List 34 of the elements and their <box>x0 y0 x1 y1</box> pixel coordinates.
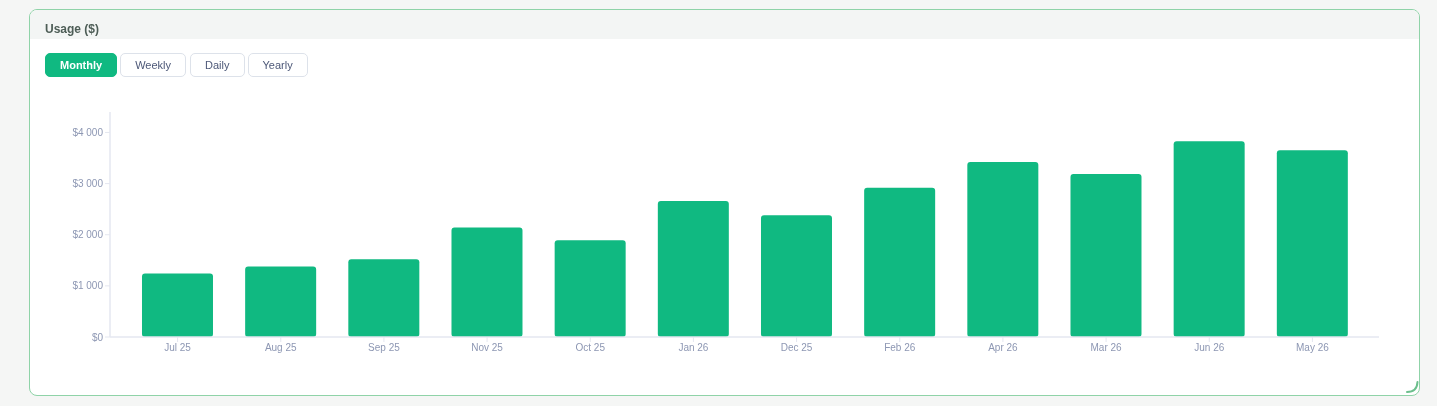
bar <box>1276 150 1348 337</box>
y-tick-label: $0 <box>91 331 104 343</box>
bar <box>1070 173 1142 337</box>
text: Weekly <box>120 53 187 77</box>
y-tick-label: $3 000 <box>72 178 104 190</box>
x-tick-label: May 26 <box>1296 342 1330 354</box>
bar <box>967 162 1039 337</box>
bar <box>760 215 832 337</box>
x-tick-label: Apr 26 <box>988 342 1019 354</box>
x-tick-label: Dec 25 <box>780 342 813 354</box>
bar <box>141 273 213 337</box>
y-tick-label: $2 000 <box>72 229 104 241</box>
bar <box>1173 141 1245 337</box>
bar <box>864 187 936 337</box>
x-tick-label: Mar 26 <box>1090 342 1123 354</box>
x-tick-label: Jun 26 <box>1194 342 1225 354</box>
bar <box>348 259 420 337</box>
bar <box>554 240 626 337</box>
x-tick-label: Oct 25 <box>575 342 606 354</box>
text: Yearly <box>247 53 308 77</box>
chart-title: Usage ($) <box>45 21 100 36</box>
text: Daily <box>190 53 245 77</box>
text: Monthly <box>45 53 118 77</box>
x-tick-label: Nov 25 <box>471 342 504 354</box>
x-tick-label: Jan 26 <box>678 342 709 354</box>
x-tick-label: Jul 25 <box>164 342 192 354</box>
x-tick-label: Sep 25 <box>368 342 401 354</box>
bar <box>245 266 317 337</box>
bar <box>657 200 729 337</box>
bar <box>451 227 523 337</box>
y-tick-label: $1 000 <box>72 280 104 292</box>
y-tick-label: $4 000 <box>72 127 104 138</box>
x-tick-label: Aug 25 <box>264 342 298 354</box>
x-tick-label: Feb 26 <box>884 342 916 354</box>
